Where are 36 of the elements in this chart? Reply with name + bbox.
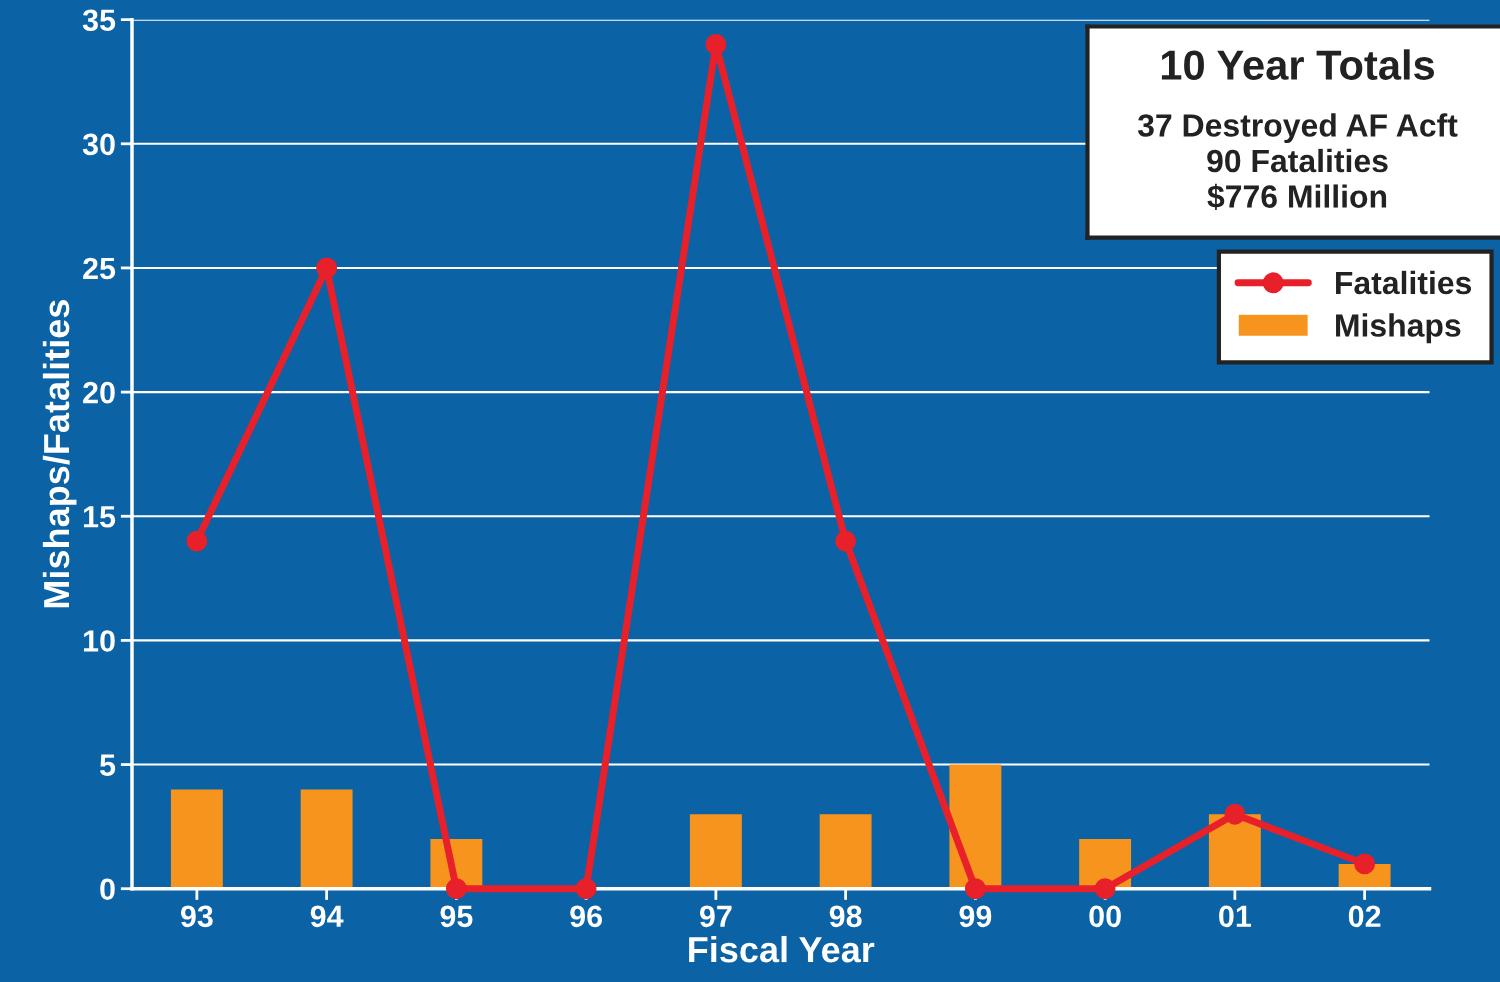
x-tick-label: 98 [829,905,862,928]
point [964,878,986,900]
y-tick-label: 25 [83,257,116,280]
point [316,257,338,279]
y-tick-label: 5 [99,754,116,776]
bar [689,814,742,889]
point [575,878,597,900]
x-tick-label: 95 [440,905,473,928]
y-tick-label: 35 [82,9,116,32]
bar [819,814,872,889]
y-tick-label: 0 [100,878,115,901]
y-axis-title: Mishaps/Fatalities [42,300,77,608]
x-tick-label: 97 [699,905,732,928]
bar [300,789,353,889]
x-tick-label: 00 [1089,905,1121,928]
x-tick-label: 02 [1348,905,1381,928]
y-tick-label: 30 [82,133,115,156]
legend-label: Fatalities [1336,270,1472,295]
x-tick-label: 01 [1219,905,1252,928]
x-tick-label: 93 [180,905,213,928]
point [1224,803,1246,825]
bar [170,789,223,889]
x-axis-title: Fiscal Year [689,935,875,963]
point [1094,878,1116,900]
point [445,878,467,900]
y-tick-label: 15 [83,506,116,528]
point [705,34,727,55]
x-tick-label: 99 [959,905,992,928]
x-tick-label: 94 [310,905,344,928]
point [835,530,857,552]
y-tick-label: 10 [83,630,115,652]
legend-label: Mishaps [1336,313,1461,344]
point [1354,853,1376,875]
point [186,530,208,552]
x-tick-label: 96 [570,905,603,928]
y-tick-label: 20 [83,381,115,404]
